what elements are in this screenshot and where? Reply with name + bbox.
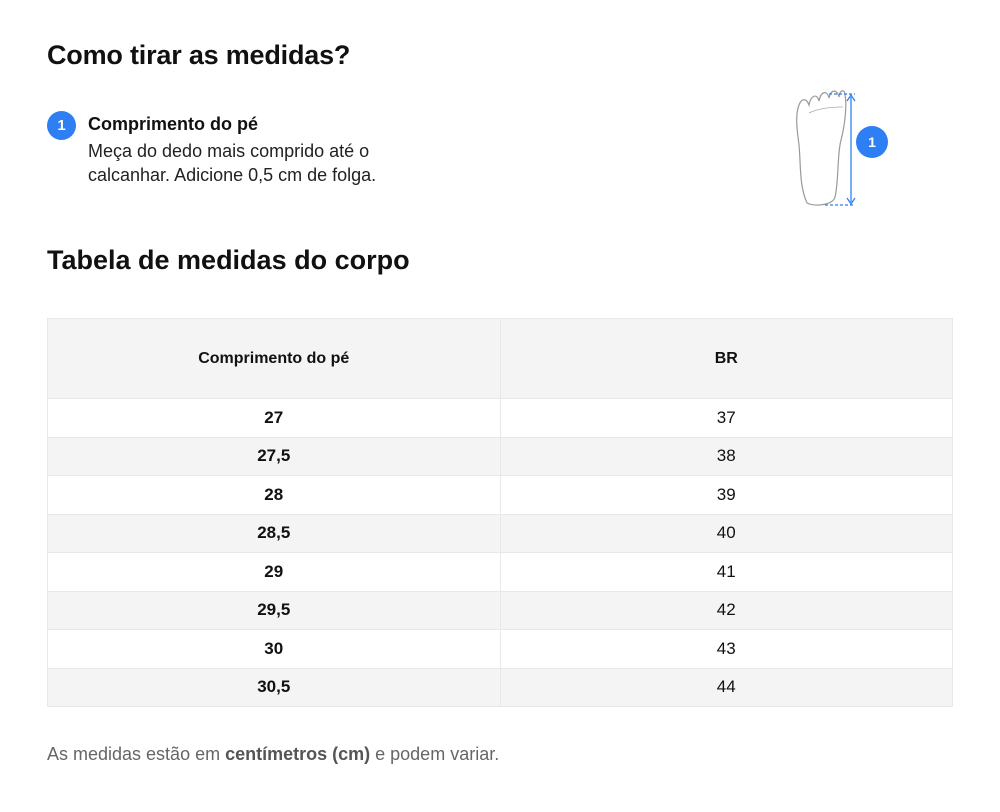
table-row: 29,5 42 xyxy=(47,590,953,630)
units-note: As medidas estão em centímetros (cm) e p… xyxy=(47,744,500,764)
illustration-badge: 1 xyxy=(868,134,876,150)
foot-icon: 1 xyxy=(796,90,888,206)
step-description: Meça do dedo mais comprido até o calcanh… xyxy=(88,141,377,185)
size-table: Comprimento do pé BR 27 37 27,5 38 28 39 28,5 4… xyxy=(47,318,953,707)
table-row: 27 37 xyxy=(47,398,953,438)
foot-length-cell: 28 xyxy=(47,475,501,515)
page-title: Como tirar as medidas? xyxy=(47,40,351,70)
table-row: 28,5 40 xyxy=(47,513,953,553)
foot-length-cell: 27 xyxy=(47,398,501,438)
table-row: 28 39 xyxy=(47,475,953,515)
table-row: 29 41 xyxy=(47,552,953,592)
table-title: Tabela de medidas do corpo xyxy=(47,245,410,275)
br-size-cell: 39 xyxy=(499,475,953,515)
column-header-foot-length: Comprimento do pé xyxy=(47,318,501,399)
step-title: Comprimento do pé xyxy=(88,114,258,134)
foot-length-cell: 30,5 xyxy=(47,667,501,707)
br-size-cell: 42 xyxy=(499,590,953,630)
measurement-step: 1 Comprimento do pé Meça do dedo mais co… xyxy=(47,111,428,187)
br-size-cell: 41 xyxy=(499,552,953,592)
foot-illustration: 1 xyxy=(785,85,895,215)
table-row: 27,5 38 xyxy=(47,436,953,476)
br-size-cell: 43 xyxy=(499,629,953,669)
step-number-badge: 1 xyxy=(47,111,76,140)
foot-length-cell: 27,5 xyxy=(47,436,501,476)
foot-length-cell: 28,5 xyxy=(47,513,501,553)
table-row: 30 43 xyxy=(47,629,953,669)
foot-length-cell: 30 xyxy=(47,629,501,669)
br-size-cell: 40 xyxy=(499,513,953,553)
br-size-cell: 38 xyxy=(499,436,953,476)
column-header-br: BR xyxy=(499,318,953,399)
table-row: 30,5 44 xyxy=(47,667,953,707)
br-size-cell: 44 xyxy=(499,667,953,707)
foot-length-cell: 29 xyxy=(47,552,501,592)
foot-length-cell: 29,5 xyxy=(47,590,501,630)
br-size-cell: 37 xyxy=(499,398,953,438)
